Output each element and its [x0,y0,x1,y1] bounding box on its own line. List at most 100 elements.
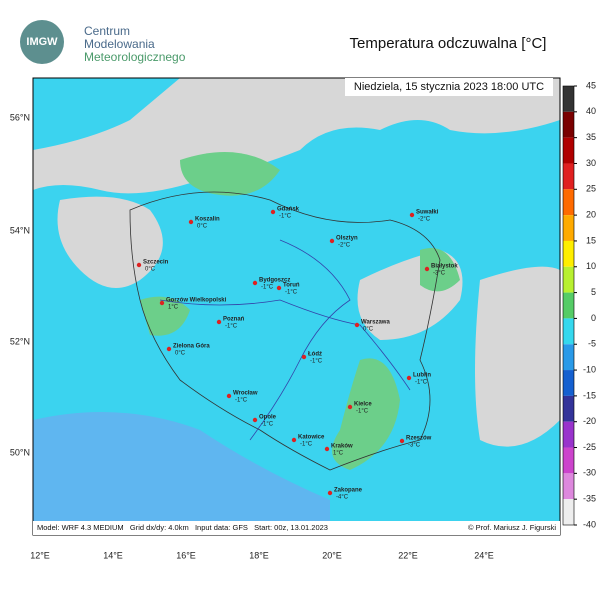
colorbar-cell [563,163,574,190]
city-temp: -2°C [418,217,431,223]
colorbar-cell [563,421,574,448]
city-temp: -3°C [433,271,446,277]
lon-label: 14°E [103,550,123,560]
city-name: Poznań [223,317,245,323]
city-name: Toruń [283,283,300,289]
colorbar-label: -20 [583,416,596,426]
lon-label: 20°E [322,550,342,560]
city-dot [424,266,430,272]
city-name: Zakopane [334,488,363,494]
city-dot [406,375,412,381]
city-temp: 1°C [333,451,344,457]
city-dot [291,437,297,443]
city-dot [327,490,333,496]
city-name: Gdańsk [277,207,300,213]
lat-label: 56°N [10,112,30,122]
colorbar-label: 45 [586,80,596,90]
footer-box [33,521,560,535]
colorbar-cell [563,473,574,500]
colorbar-frame [562,85,575,526]
city-dot [188,219,194,225]
city-name: Gorzów Wielkopolski [166,298,227,304]
city-dot [252,417,258,423]
city-dot [276,285,282,291]
colorbar-cell [563,266,574,293]
city-temp: 0°C [363,327,374,333]
city-name: Katowice [298,435,325,441]
river [159,299,411,391]
lat-label: 54°N [10,225,30,235]
city-dot [159,300,165,306]
city-name: Suwałki [416,210,439,216]
colorbar-cell [563,86,574,112]
city-name: Warszawa [361,320,390,326]
colorbar-label: 20 [586,209,596,219]
lon-label: 22°E [398,550,418,560]
city-temp: -1°C [225,324,238,330]
green-area [420,248,460,292]
city-dot [136,262,142,268]
colorbar-cell [563,215,574,241]
city-name: Opole [259,415,277,421]
city-name: Olsztyn [336,236,358,242]
city-name: Łódź [308,352,322,358]
gray-area [475,266,560,447]
footer-right: © Prof. Mariusz J. Figurski [468,523,556,532]
city-temp: -1°C [285,290,298,296]
date: Niedziela, 15 stycznia 2023 18:00 UTC [354,81,544,93]
colorbar-cell [563,370,574,396]
colorbar-label: 25 [586,184,596,194]
map [33,78,560,535]
gray-area [33,78,560,194]
city-dot [216,319,222,325]
colorbar-label: -5 [588,339,596,349]
city-temp: -1°C [235,398,248,404]
colorbar-cell [563,111,574,138]
org-line: Modelowania [84,37,155,51]
org-line: Meteorologicznego [84,50,186,64]
city-name: Białystok [431,264,458,270]
colorbar-label: -10 [583,364,596,374]
colorbar-label: -15 [583,390,596,400]
lon-label: 12°E [30,550,50,560]
colorbar-cell [563,189,574,216]
city-temp: -1°C [300,442,313,448]
city-temp: -4°C [336,495,349,501]
colorbar-label: -30 [583,468,596,478]
colorbar-label: -35 [583,494,596,504]
city-dot [226,393,232,399]
city-name: Rzeszów [406,436,432,442]
logo-text: IMGW [26,36,58,48]
city-temp: 0°C [197,224,208,230]
city-temp: 0°C [145,267,156,273]
lat-label: 50°N [10,447,30,457]
footer-left: Model: WRF 4.3 MEDIUM Grid dx/dy: 4.0km … [37,523,328,532]
date-box [345,78,553,96]
colorbar-cell [563,292,574,319]
city-dot [347,404,353,410]
lat-label: 52°N [10,336,30,346]
city-dot [301,354,307,360]
city-temp: -2°C [338,243,351,249]
city-dot [252,280,258,286]
colorbar-cell [563,395,574,422]
city-temp: -1°C [415,380,428,386]
colorbar-label: 15 [586,235,596,245]
city-temp: -1°C [261,285,274,291]
city-name: Koszalin [195,217,220,223]
city-dot [270,209,276,215]
city-name: Kielce [354,402,372,408]
colorbar-label: 35 [586,132,596,142]
colorbar-label: 40 [586,106,596,116]
city-dot [324,446,330,452]
colorbar-label: 30 [586,158,596,168]
gray-area [57,196,163,288]
colorbar-label: -40 [583,519,596,529]
colorbar-cell [563,137,574,164]
colorbar-cell [563,344,574,371]
colorbar-label: 5 [591,287,596,297]
city-dot [166,346,172,352]
colorbar-cell [563,318,574,345]
green-area [140,296,190,336]
